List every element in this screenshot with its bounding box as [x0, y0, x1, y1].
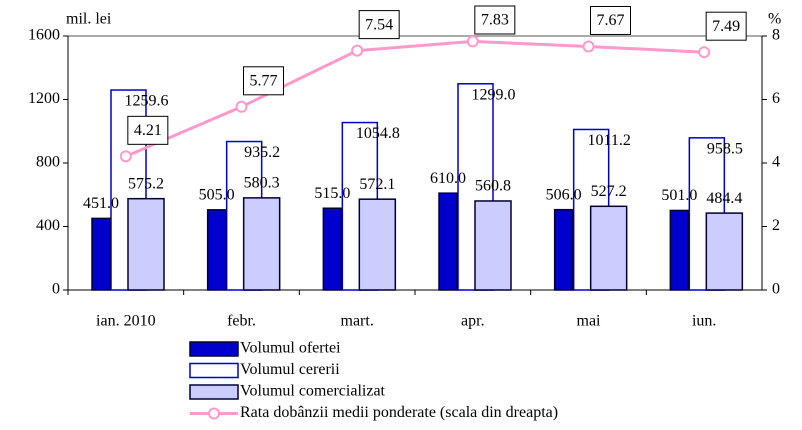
bar	[322, 207, 343, 291]
line	[125, 39, 705, 158]
data-label: 451.0	[83, 195, 119, 212]
legend-swatch-marker	[208, 407, 220, 420]
data-label: 1299.0	[472, 86, 516, 103]
y-tick-label: 400	[36, 217, 60, 234]
data-label: 7.67	[597, 12, 625, 29]
bar	[705, 212, 744, 291]
bar	[127, 197, 165, 291]
bar	[206, 209, 227, 291]
y2-axis-title: %	[768, 11, 781, 28]
bar	[553, 208, 574, 291]
x-tick-label: mart.	[341, 313, 374, 330]
y2-tick-label: 0	[772, 281, 780, 298]
data-label: 7.49	[712, 18, 740, 35]
data-label: 7.83	[481, 12, 509, 29]
bar	[242, 197, 281, 291]
legend-label: Volumul cererii	[240, 361, 340, 378]
legend-swatch	[189, 362, 239, 379]
data-label: 560.8	[475, 178, 511, 195]
data-label: 484.4	[706, 190, 742, 207]
x-tick-label: febr.	[227, 313, 256, 330]
line-marker	[235, 100, 248, 113]
data-label: 958.5	[707, 141, 743, 158]
data-label: 7.54	[365, 16, 393, 33]
x-tick-label: apr.	[461, 313, 485, 330]
y2-tick-label: 6	[772, 90, 780, 107]
y2-tick-label: 2	[772, 217, 780, 234]
y-tick-label: 1600	[28, 27, 60, 44]
data-label: 505.0	[199, 187, 235, 204]
label-box	[705, 11, 747, 41]
label-box	[358, 10, 400, 40]
data-label: 580.3	[244, 175, 280, 192]
bar	[589, 205, 628, 291]
legend-label: Volumul ofertei	[240, 340, 341, 357]
y2-tick-label: 4	[772, 154, 780, 171]
y-tick-label: 800	[36, 154, 60, 171]
bar	[669, 209, 690, 291]
label-box	[243, 66, 284, 96]
y-axis-title: mil. lei	[66, 11, 112, 28]
line-marker	[119, 150, 132, 163]
data-label: 575.2	[128, 175, 164, 192]
data-label: 1259.6	[125, 93, 169, 110]
y-tick-label: 0	[52, 281, 60, 298]
x-tick-label: iun.	[692, 313, 716, 330]
legend-label: Volumul comercializat	[240, 383, 386, 400]
line-marker	[351, 44, 364, 57]
bar	[474, 200, 512, 291]
line-marker	[466, 35, 479, 48]
legend-swatch	[189, 341, 239, 357]
data-label: 506.0	[546, 186, 582, 203]
line-marker	[582, 40, 595, 53]
data-label: 515.0	[314, 185, 350, 202]
data-label: 1054.8	[356, 125, 400, 142]
data-label: 935.2	[244, 144, 280, 161]
legend-swatch	[189, 384, 239, 400]
data-label: 572.1	[359, 176, 395, 193]
y2-tick-label: 8	[772, 27, 780, 44]
data-label: 4.21	[134, 122, 162, 139]
legend-label: Rata dobânzii medii ponderate (scala din…	[240, 404, 558, 421]
data-label: 501.0	[661, 187, 697, 204]
x-tick-label: mai	[577, 313, 602, 330]
bar	[358, 198, 397, 291]
line-marker	[698, 46, 711, 59]
data-label: 527.2	[591, 183, 627, 200]
y-tick-label: 1200	[28, 90, 60, 107]
bar	[91, 217, 111, 291]
x-tick-label: ian. 2010	[96, 313, 156, 330]
bar	[438, 192, 458, 291]
label-box	[127, 115, 169, 145]
data-label: 1011.2	[587, 132, 630, 149]
label-box	[590, 5, 631, 35]
label-box	[474, 5, 516, 35]
data-label: 5.77	[250, 72, 278, 89]
data-label: 610.0	[430, 170, 466, 187]
